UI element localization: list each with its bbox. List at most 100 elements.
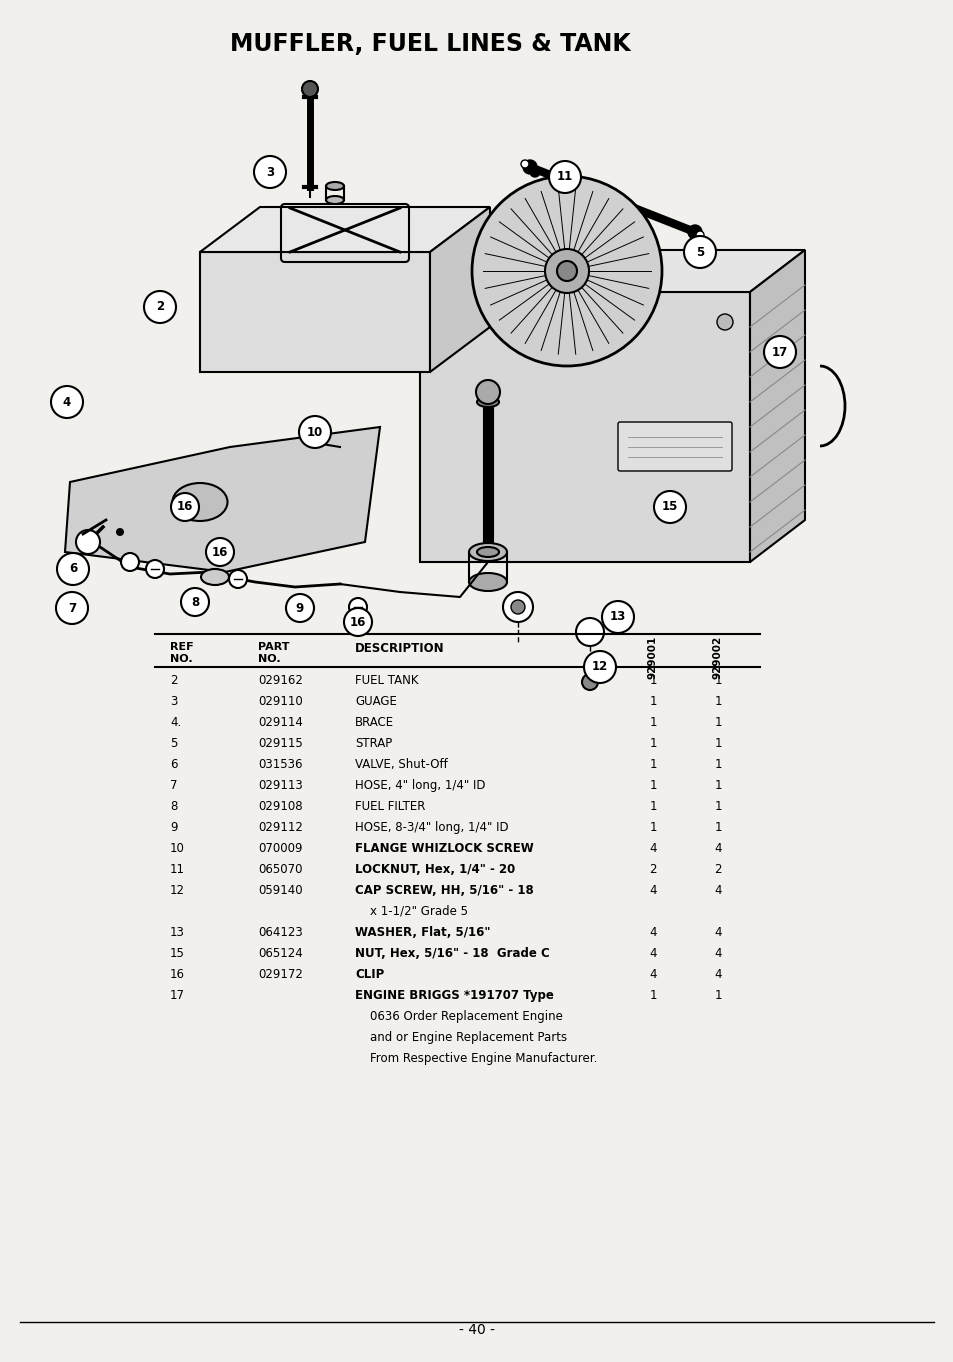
Polygon shape	[200, 252, 430, 372]
Circle shape	[520, 159, 529, 168]
Text: 5: 5	[170, 737, 177, 750]
Circle shape	[57, 553, 89, 586]
Text: 16: 16	[176, 500, 193, 513]
Text: 1: 1	[649, 799, 656, 813]
Text: 9: 9	[295, 602, 304, 614]
Text: DESCRIPTION: DESCRIPTION	[355, 642, 444, 655]
Ellipse shape	[469, 543, 506, 561]
Text: WASHER, Flat, 5/16": WASHER, Flat, 5/16"	[355, 926, 490, 938]
Circle shape	[683, 236, 716, 268]
Text: 4: 4	[63, 395, 71, 409]
Text: 0636 Order Replacement Engine: 0636 Order Replacement Engine	[355, 1011, 562, 1023]
Text: 1: 1	[649, 674, 656, 686]
Text: BRACE: BRACE	[355, 716, 394, 729]
Circle shape	[717, 315, 732, 330]
Text: 4.: 4.	[170, 716, 181, 729]
Text: 1: 1	[649, 695, 656, 708]
Ellipse shape	[476, 548, 498, 557]
Text: 4: 4	[649, 884, 656, 898]
Text: 4: 4	[649, 947, 656, 960]
Circle shape	[302, 80, 317, 97]
Text: 065070: 065070	[257, 864, 302, 876]
Text: 15: 15	[170, 947, 185, 960]
Circle shape	[522, 159, 537, 174]
Text: x 1-1/2" Grade 5: x 1-1/2" Grade 5	[355, 904, 468, 918]
Text: 1: 1	[649, 759, 656, 771]
Text: - 40 -: - 40 -	[458, 1323, 495, 1337]
Polygon shape	[430, 207, 490, 372]
Text: 12: 12	[170, 884, 185, 898]
Circle shape	[763, 336, 795, 368]
Circle shape	[229, 571, 247, 588]
Text: 029172: 029172	[257, 968, 302, 981]
Text: 13: 13	[609, 610, 625, 624]
Text: 1: 1	[714, 695, 721, 708]
Text: 1: 1	[714, 821, 721, 834]
Text: LOCKNUT, Hex, 1/4" - 20: LOCKNUT, Hex, 1/4" - 20	[355, 864, 515, 876]
Polygon shape	[419, 291, 749, 563]
Circle shape	[298, 415, 331, 448]
Text: 1: 1	[714, 799, 721, 813]
Ellipse shape	[476, 396, 498, 407]
Text: 1: 1	[714, 989, 721, 1002]
Text: 8: 8	[191, 595, 199, 609]
Text: 065124: 065124	[257, 947, 302, 960]
Text: 029112: 029112	[257, 821, 302, 834]
Text: 16: 16	[170, 968, 185, 981]
Text: FUEL FILTER: FUEL FILTER	[355, 799, 425, 813]
Text: 070009: 070009	[257, 842, 302, 855]
Circle shape	[696, 232, 703, 238]
Text: 4: 4	[714, 968, 721, 981]
Text: CAP SCREW, HH, 5/16" - 18: CAP SCREW, HH, 5/16" - 18	[355, 884, 533, 898]
Text: 12: 12	[591, 661, 607, 673]
Circle shape	[56, 592, 88, 624]
Text: and or Engine Replacement Parts: and or Engine Replacement Parts	[355, 1031, 566, 1045]
Text: 5: 5	[695, 245, 703, 259]
Text: 1: 1	[714, 779, 721, 791]
Circle shape	[76, 530, 100, 554]
Text: 4: 4	[649, 842, 656, 855]
Circle shape	[581, 674, 598, 691]
Text: 11: 11	[170, 864, 185, 876]
Circle shape	[472, 176, 661, 366]
Text: 7: 7	[68, 602, 76, 614]
Text: 11: 11	[557, 170, 573, 184]
Text: 4: 4	[714, 947, 721, 960]
Text: 2: 2	[155, 301, 164, 313]
Circle shape	[548, 161, 580, 193]
Circle shape	[530, 168, 539, 177]
Text: VALVE, Shut-Off: VALVE, Shut-Off	[355, 759, 447, 771]
Circle shape	[51, 385, 83, 418]
Circle shape	[206, 538, 233, 567]
Ellipse shape	[172, 484, 227, 522]
Circle shape	[476, 380, 499, 405]
Text: STRAP: STRAP	[355, 737, 392, 750]
Text: 16: 16	[212, 546, 228, 558]
Text: 4: 4	[649, 968, 656, 981]
Polygon shape	[419, 251, 804, 291]
Text: 3: 3	[170, 695, 177, 708]
Circle shape	[286, 594, 314, 622]
Text: 4: 4	[649, 926, 656, 938]
Circle shape	[583, 651, 616, 682]
Text: 6: 6	[69, 563, 77, 576]
Text: MUFFLER, FUEL LINES & TANK: MUFFLER, FUEL LINES & TANK	[230, 31, 630, 56]
Circle shape	[253, 157, 286, 188]
Text: 16: 16	[350, 616, 366, 628]
Circle shape	[146, 560, 164, 577]
Text: 1: 1	[649, 779, 656, 791]
Text: 029108: 029108	[257, 799, 302, 813]
Circle shape	[181, 588, 209, 616]
Text: 029162: 029162	[257, 674, 302, 686]
Text: From Respective Engine Manufacturer.: From Respective Engine Manufacturer.	[355, 1051, 597, 1065]
Text: 4: 4	[714, 842, 721, 855]
Circle shape	[116, 528, 124, 537]
Circle shape	[601, 601, 634, 633]
Text: 6: 6	[170, 759, 177, 771]
Ellipse shape	[326, 196, 344, 204]
Text: 031536: 031536	[257, 759, 302, 771]
Text: 929001: 929001	[647, 636, 658, 680]
Circle shape	[344, 607, 372, 636]
Text: REF
NO.: REF NO.	[170, 642, 193, 663]
Text: 029114: 029114	[257, 716, 302, 729]
